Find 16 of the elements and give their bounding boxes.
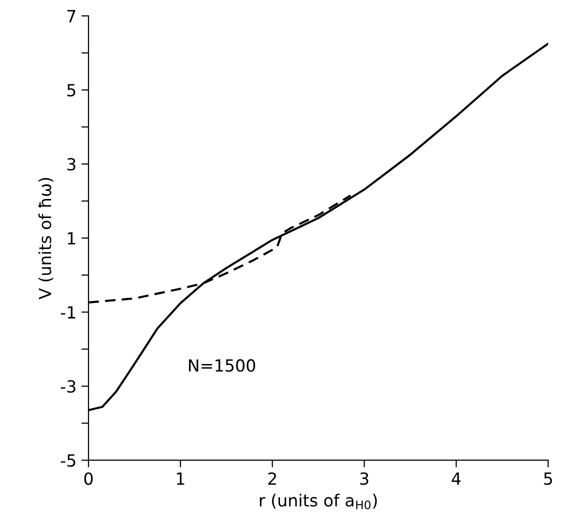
x-tick-label: 3: [360, 472, 368, 485]
y-tick-label: -1: [60, 306, 76, 318]
x-tick-label: 5: [544, 472, 552, 485]
y-tick-label: 3: [67, 158, 76, 171]
y-axis-title: V (units of ħω): [38, 178, 54, 300]
y-tick-label: 7: [67, 10, 76, 22]
x-tick-label: 1: [176, 472, 184, 485]
annotation: N=1500: [189, 359, 256, 372]
y-tick-label: -3: [60, 380, 76, 393]
x-tick-label: 0: [84, 472, 93, 485]
x-axis-title: r (units of a$_{H0}$): [260, 494, 377, 510]
x-tick-label: 4: [452, 472, 461, 485]
y-tick-label: 5: [67, 84, 76, 96]
y-tick-label: -5: [60, 454, 76, 467]
y-tick-label: 1: [68, 232, 76, 244]
x-tick-label: 2: [268, 472, 276, 485]
